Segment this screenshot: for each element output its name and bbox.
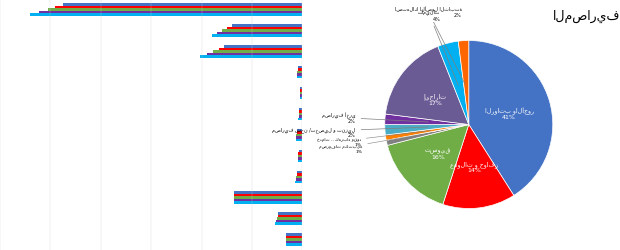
Bar: [298, 72, 303, 74]
Wedge shape: [385, 125, 469, 136]
Bar: [39, 12, 303, 14]
Bar: [286, 233, 303, 236]
Text: مصاريف أخرى
2%: مصاريف أخرى 2%: [322, 112, 428, 124]
Bar: [296, 137, 303, 139]
Wedge shape: [385, 114, 469, 125]
Bar: [234, 202, 303, 204]
Wedge shape: [386, 125, 469, 141]
Bar: [297, 77, 303, 79]
Wedge shape: [386, 125, 469, 141]
Text: الرواتب والأجور
41%: الرواتب والأجور 41%: [485, 107, 534, 120]
Bar: [297, 173, 303, 176]
Bar: [296, 178, 303, 181]
Bar: [232, 25, 303, 28]
Bar: [296, 139, 303, 142]
Bar: [200, 56, 303, 58]
Bar: [206, 53, 303, 56]
Wedge shape: [388, 125, 469, 204]
Bar: [234, 192, 303, 194]
Text: إيجارات
17%: إيجارات 17%: [424, 93, 447, 106]
Text: تسويق
16%: تسويق 16%: [425, 148, 451, 159]
Bar: [301, 88, 303, 90]
Bar: [297, 129, 303, 132]
Bar: [227, 28, 303, 30]
Bar: [234, 197, 303, 199]
Bar: [286, 243, 303, 246]
Bar: [298, 67, 303, 69]
Bar: [300, 90, 303, 92]
Bar: [298, 118, 303, 121]
Bar: [277, 218, 303, 220]
Bar: [299, 116, 303, 118]
Bar: [278, 215, 303, 218]
Bar: [234, 194, 303, 197]
Bar: [48, 9, 303, 12]
Bar: [217, 32, 303, 35]
Text: خدمات .. كهرباء وقود
1%: خدمات .. كهرباء وقود 1%: [317, 131, 431, 146]
Bar: [219, 48, 303, 51]
Bar: [298, 69, 303, 72]
Bar: [300, 95, 303, 98]
Bar: [299, 150, 303, 152]
Wedge shape: [469, 41, 553, 196]
Bar: [300, 92, 303, 95]
Bar: [275, 222, 303, 225]
Bar: [30, 14, 303, 17]
Bar: [213, 51, 303, 53]
Bar: [222, 30, 303, 32]
Bar: [286, 241, 303, 243]
Text: تأمينات
4%: تأمينات 4%: [418, 10, 458, 86]
Bar: [296, 134, 303, 137]
Text: مصروفات مكتبية
1%: مصروفات مكتبية 1%: [319, 133, 431, 153]
Bar: [296, 176, 303, 178]
Bar: [211, 35, 303, 37]
Bar: [224, 46, 303, 48]
Bar: [63, 4, 303, 7]
Bar: [295, 181, 303, 183]
Bar: [277, 220, 303, 222]
Bar: [299, 113, 303, 116]
Bar: [298, 152, 303, 155]
Text: مصاريف شحن /تحصيل و تنزيل
2%: مصاريف شحن /تحصيل و تنزيل 2%: [272, 126, 428, 138]
Bar: [298, 160, 303, 162]
Bar: [286, 236, 303, 238]
Wedge shape: [438, 42, 469, 125]
Bar: [286, 238, 303, 241]
Wedge shape: [443, 125, 514, 209]
Bar: [298, 158, 303, 160]
Wedge shape: [386, 125, 469, 146]
Bar: [299, 108, 303, 111]
Wedge shape: [386, 125, 469, 141]
Text: استهلاك الأصول الثابتة
2%: استهلاك الأصول الثابتة 2%: [394, 7, 465, 85]
Bar: [298, 171, 303, 173]
Bar: [299, 111, 303, 113]
Text: عمولات و حوافز
14%: عمولات و حوافز 14%: [450, 160, 498, 173]
Bar: [296, 132, 303, 134]
Wedge shape: [386, 47, 469, 125]
Bar: [297, 74, 303, 77]
Bar: [278, 212, 303, 215]
Text: المصاريف: المصاريف: [552, 10, 620, 23]
Bar: [234, 199, 303, 202]
Bar: [300, 98, 303, 100]
Bar: [55, 7, 303, 9]
Bar: [298, 155, 303, 158]
Wedge shape: [458, 41, 469, 125]
